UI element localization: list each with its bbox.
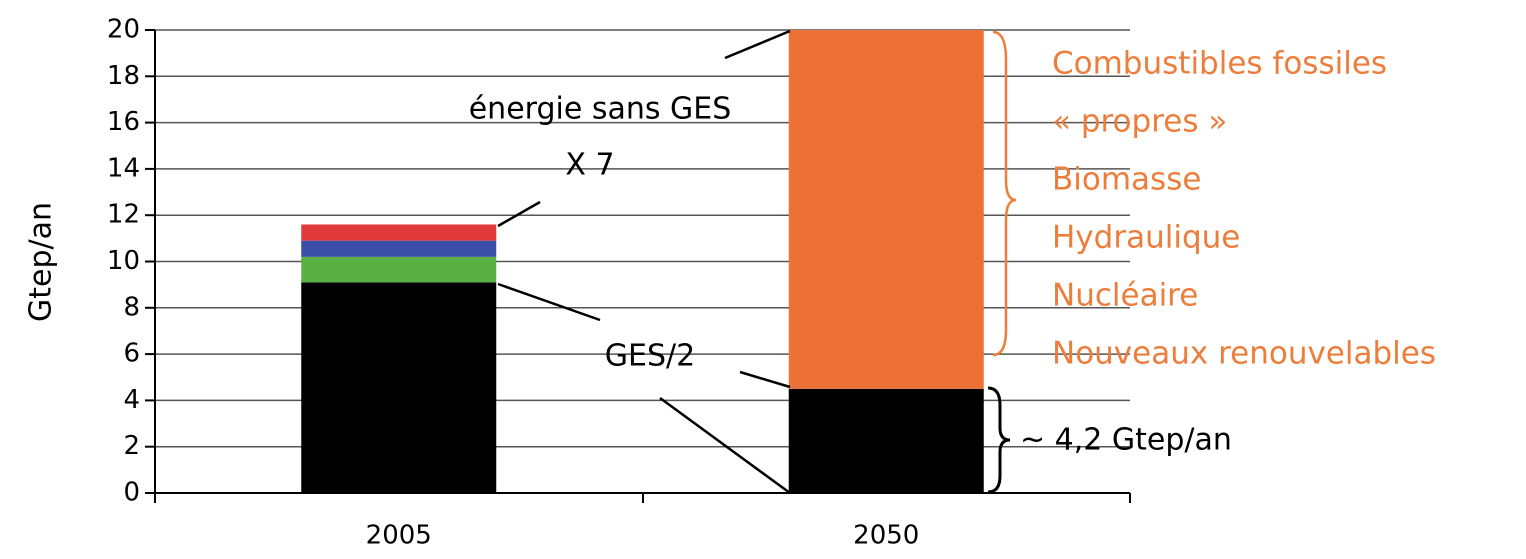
y-tick-label: 2 <box>123 431 140 461</box>
annotation: X 7 <box>565 148 614 183</box>
y-tick-label: 12 <box>107 200 140 230</box>
bar-segment <box>301 240 497 257</box>
y-axis-label: Gtep/an <box>24 202 59 322</box>
energy-list-item: Combustibles fossiles <box>1052 46 1387 82</box>
annotation: énergie sans GES <box>469 92 732 127</box>
bar-segment <box>301 256 497 283</box>
y-tick-label: 4 <box>123 385 140 415</box>
bars <box>301 30 984 493</box>
annotation: GES/2 <box>605 339 695 374</box>
bar-segment <box>301 282 497 493</box>
brace <box>987 386 1011 494</box>
bar-segment <box>788 388 984 493</box>
pointer <box>497 282 601 322</box>
bar-segment <box>788 30 984 389</box>
annotation: ~ 4,2 Gtep/an <box>1020 423 1232 458</box>
pointer <box>659 396 791 495</box>
pointer <box>739 370 791 389</box>
y-tick-label: 6 <box>123 339 140 369</box>
pointer <box>724 29 791 60</box>
bar-segment <box>301 224 497 241</box>
y-tick-label: 14 <box>107 153 140 183</box>
y-tick-label: 0 <box>123 478 140 508</box>
y-tick-label: 8 <box>123 292 140 322</box>
y-tick-label: 16 <box>107 107 140 137</box>
x-tick-label: 2005 <box>366 521 432 551</box>
y-tick-label: 20 <box>107 15 140 45</box>
x-tick-label: 2050 <box>853 521 919 551</box>
energy-list-item: « propres » <box>1052 104 1227 140</box>
energy-list: Combustibles fossiles « propres » Biomasse… <box>1052 46 1436 372</box>
energy-list-item: Nucléaire <box>1052 278 1198 314</box>
energy-list-item: Biomasse <box>1052 162 1201 198</box>
brace <box>992 30 1017 357</box>
y-tick-label: 18 <box>107 61 140 91</box>
energy-list-item: Nouveaux renouvelables <box>1052 336 1436 372</box>
y-tick-label: 10 <box>107 246 140 276</box>
energy-list-item: Hydraulique <box>1052 220 1240 256</box>
pointer <box>497 200 541 228</box>
